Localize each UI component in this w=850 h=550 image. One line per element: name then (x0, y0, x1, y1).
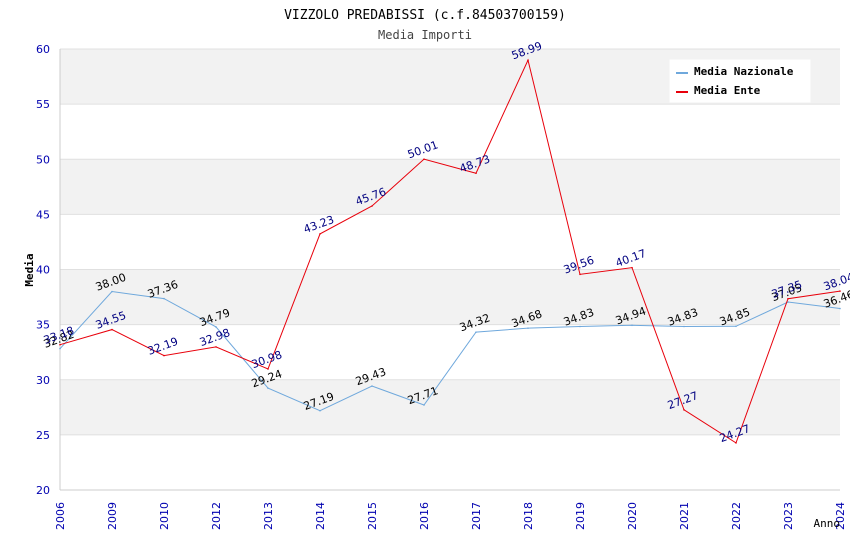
data-point (735, 325, 737, 328)
data-point (683, 409, 685, 411)
y-axis-label: Media (23, 253, 36, 286)
series-line-media-nazionale (59, 291, 841, 412)
legend-label-ente: Media Ente (694, 84, 761, 97)
x-tick-label: 2022 (730, 502, 743, 530)
plot-band (60, 324, 840, 380)
data-point (215, 346, 217, 348)
x-tick-label: 2021 (678, 502, 691, 530)
x-tick-label: 2014 (314, 502, 327, 530)
y-tick-label: 30 (36, 374, 50, 387)
data-point (111, 290, 113, 293)
x-tick-label: 2019 (574, 502, 587, 530)
data-point (475, 172, 477, 175)
x-tick-label: 2023 (782, 502, 795, 530)
data-point (163, 297, 165, 300)
x-tick-label: 2012 (210, 502, 223, 530)
y-tick-label: 25 (36, 429, 50, 442)
y-tick-label: 20 (36, 484, 50, 497)
plot-band (60, 159, 840, 215)
data-point (59, 347, 61, 350)
y-tick-label: 60 (36, 43, 50, 56)
plot-band (60, 434, 840, 490)
y-tick-label: 50 (36, 153, 50, 166)
data-point (371, 205, 373, 207)
plot-band (60, 379, 840, 435)
data-point (215, 326, 217, 328)
data-point (319, 409, 321, 412)
x-tick-label: 2024 (834, 502, 847, 530)
data-point (787, 297, 789, 300)
y-tick-label: 45 (36, 208, 50, 221)
plot-band (60, 104, 840, 160)
x-axis-label: Anno (814, 517, 841, 530)
data-point (59, 343, 61, 346)
y-tick-label: 35 (36, 319, 50, 332)
plot-band (60, 269, 840, 325)
data-point (163, 354, 165, 357)
data-point (371, 385, 373, 387)
chart-subtitle: Media Importi (378, 28, 472, 42)
data-point (267, 368, 269, 370)
data-point (631, 324, 633, 327)
x-tick-label: 2017 (470, 502, 483, 530)
plot-bands (60, 49, 840, 490)
x-tick-label: 2013 (262, 502, 275, 530)
x-tick-label: 2018 (522, 502, 535, 530)
x-tick-label: 2015 (366, 502, 379, 530)
chart-title: VIZZOLO PREDABISSI (c.f.84503700159) (284, 8, 566, 23)
data-point (475, 331, 477, 333)
series-group (59, 58, 841, 444)
data-point (839, 307, 841, 310)
data-point (319, 233, 321, 235)
x-tick-label: 2009 (106, 502, 119, 530)
data-point (839, 290, 841, 292)
data-point (527, 59, 529, 61)
legend-box (669, 59, 811, 103)
data-point (787, 301, 789, 303)
y-tick-label: 40 (36, 264, 50, 277)
data-point (579, 325, 581, 328)
x-tick-label: 2010 (158, 502, 171, 530)
x-tick-label: 2016 (418, 502, 431, 530)
data-point (423, 158, 425, 160)
data-point (423, 404, 425, 406)
data-point (527, 327, 529, 329)
x-tick-label: 2020 (626, 502, 639, 530)
data-point (735, 442, 737, 444)
y-tick-labels: 20 25 30 35 40 45 50 55 60 (36, 43, 50, 497)
series-line-media-ente (59, 58, 841, 444)
legend: Media Nazionale Media Ente (669, 59, 811, 103)
data-point (111, 328, 113, 331)
data-point (579, 273, 581, 276)
plot-band (60, 214, 840, 270)
data-point (631, 266, 633, 269)
legend-label-nazionale: Media Nazionale (694, 65, 794, 78)
y-tick-label: 55 (36, 98, 50, 111)
x-tick-label: 2006 (54, 502, 67, 530)
data-point (683, 325, 685, 328)
data-point (267, 387, 269, 389)
x-tick-labels: 2006 2009 2010 2012 2013 2014 2015 2016 2017 2018… (54, 502, 847, 530)
